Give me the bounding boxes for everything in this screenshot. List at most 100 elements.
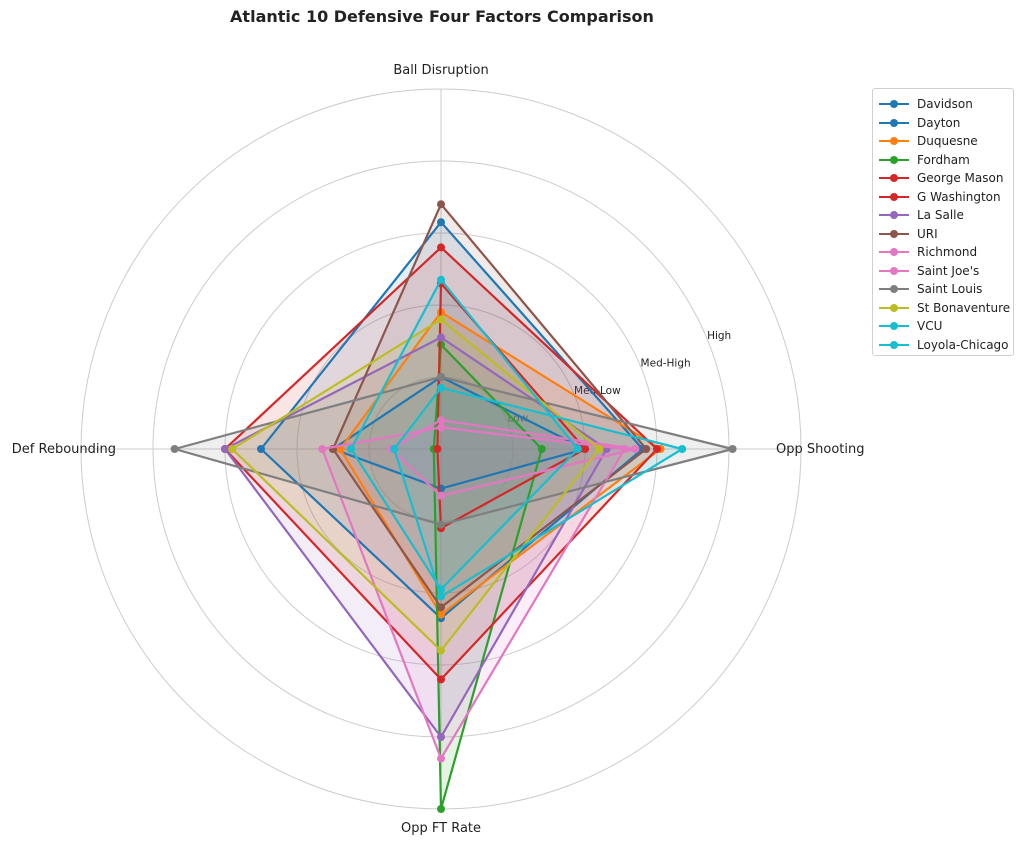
data-point <box>257 445 265 453</box>
legend-label: Richmond <box>917 245 978 260</box>
legend-label: Saint Joe's <box>917 263 980 278</box>
data-point <box>437 423 445 432</box>
data-point <box>221 445 229 453</box>
legend-item: La Salle <box>879 206 1007 225</box>
legend-swatch <box>879 155 909 164</box>
legend-item: George Mason <box>879 169 1007 188</box>
legend-swatch <box>879 266 909 275</box>
legend-marker <box>890 137 898 146</box>
legend-marker <box>890 303 898 312</box>
data-point <box>437 610 445 619</box>
legend-item: Richmond <box>879 243 1007 262</box>
legend-label: Loyola-Chicago <box>917 337 1009 352</box>
legend-swatch <box>879 285 909 294</box>
legend-item: Saint Joe's <box>879 262 1007 281</box>
legend-marker <box>890 174 898 183</box>
data-point <box>433 445 442 453</box>
series-fill <box>322 427 625 759</box>
data-point <box>437 603 445 612</box>
legend-swatch <box>879 303 909 312</box>
legend-swatch <box>879 211 909 220</box>
ring-label: Med-High <box>641 357 691 369</box>
data-point <box>728 445 737 453</box>
data-point <box>437 243 445 252</box>
series-fill <box>232 319 600 651</box>
axis-label: Opp FT Rate <box>401 821 481 836</box>
data-point <box>228 445 237 453</box>
data-point <box>642 445 651 453</box>
legend-label: G Washington <box>917 189 1001 204</box>
series-fill <box>333 377 585 489</box>
series-fill <box>261 222 643 619</box>
legend-item: Loyola-Chicago <box>879 336 1009 355</box>
series-fill <box>390 420 636 496</box>
data-point <box>437 383 445 392</box>
legend-label: URI <box>917 226 938 241</box>
legend-swatch <box>879 192 909 201</box>
legend-label: La Salle <box>917 208 964 223</box>
data-point <box>437 585 445 594</box>
legend-label: Duquesne <box>917 134 978 149</box>
legend-marker <box>890 211 898 220</box>
data-point <box>678 445 687 453</box>
legend-item: Fordham <box>879 151 1007 170</box>
legend-item: VCU <box>879 317 1007 336</box>
legend-swatch <box>879 174 909 183</box>
data-point <box>620 445 629 453</box>
legend-label: Davidson <box>917 97 973 112</box>
series-fill <box>340 312 661 615</box>
legend-label: Fordham <box>917 152 970 167</box>
series-fill <box>394 387 683 597</box>
data-point <box>437 805 445 813</box>
data-point <box>318 445 327 453</box>
data-point <box>437 592 445 601</box>
data-point <box>437 675 445 684</box>
data-point <box>437 373 445 381</box>
legend-swatch <box>879 229 909 238</box>
axis-label: Ball Disruption <box>393 63 488 78</box>
data-point <box>581 445 589 453</box>
data-point <box>437 491 445 500</box>
legend: Davidson Dayton Duquesne Fordham George Maso… <box>872 88 1014 356</box>
ring-label: High <box>707 330 731 342</box>
series-fill <box>433 344 542 809</box>
legend-swatch <box>879 100 909 109</box>
legend-marker <box>890 100 898 109</box>
legend-swatch <box>879 137 909 146</box>
chart-title: Atlantic 10 Defensive Four Factors Compa… <box>230 7 654 26</box>
legend-item: Duquesne <box>879 132 1007 151</box>
legend-label: George Mason <box>917 171 1004 186</box>
legend-item: Dayton <box>879 114 1007 133</box>
legend-marker <box>890 192 898 201</box>
legend-swatch <box>879 322 909 331</box>
legend-swatch <box>879 118 909 127</box>
data-point <box>437 333 445 342</box>
data-point <box>170 445 179 453</box>
data-point <box>437 754 445 763</box>
legend-item: URI <box>879 225 1007 244</box>
ring-label: Low <box>508 412 529 424</box>
radar-axis-labels: Opp Shooting Ball Disruption Def Reboundin… <box>12 63 865 836</box>
data-point <box>437 646 445 655</box>
legend-marker <box>890 248 898 257</box>
legend-marker <box>890 322 898 331</box>
data-point <box>537 445 546 453</box>
data-point <box>437 315 445 324</box>
legend-item: Davidson <box>879 95 1007 114</box>
legend-marker <box>890 155 898 164</box>
data-point <box>595 445 604 453</box>
data-point <box>631 445 640 453</box>
series-fill <box>225 247 657 680</box>
series-fill <box>225 337 607 737</box>
legend-label: St Bonaventure <box>917 300 1011 315</box>
legend-item: G Washington <box>879 188 1007 207</box>
data-point <box>653 445 661 453</box>
data-point <box>437 416 445 425</box>
legend-marker <box>890 285 898 294</box>
legend-swatch <box>879 340 909 349</box>
data-point <box>437 218 445 227</box>
legend-label: Dayton <box>917 115 961 130</box>
data-point <box>347 445 355 453</box>
data-point <box>390 445 399 453</box>
